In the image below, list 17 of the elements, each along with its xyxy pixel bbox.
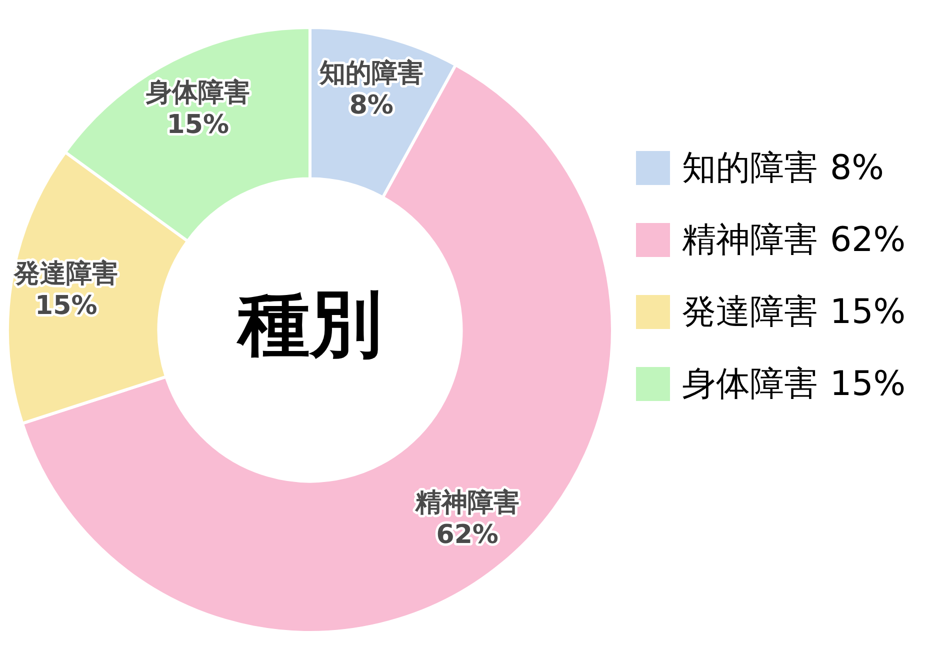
data-label: 15% [35, 291, 98, 322]
legend-label: 身体障害 [682, 363, 818, 406]
slice-label: 身体障害 [144, 78, 250, 108]
slice-label: 発達障害 [13, 259, 118, 290]
data-label: 62% [436, 520, 498, 550]
text: 15% [830, 292, 906, 332]
data-label: 15% [166, 110, 230, 140]
data-label: 8% [349, 90, 394, 121]
slice-label: 精神障害 [414, 488, 520, 518]
slice-label: 知的障害 [318, 58, 424, 89]
text: 62% [830, 220, 906, 260]
legend-label: 精神障害 [682, 219, 818, 262]
text: 15% [830, 364, 906, 404]
text: 8% [830, 148, 884, 188]
text: 種別 [236, 282, 382, 366]
legend-label: 知的障害 [682, 147, 818, 190]
legend-label: 発達障害 [682, 291, 818, 334]
